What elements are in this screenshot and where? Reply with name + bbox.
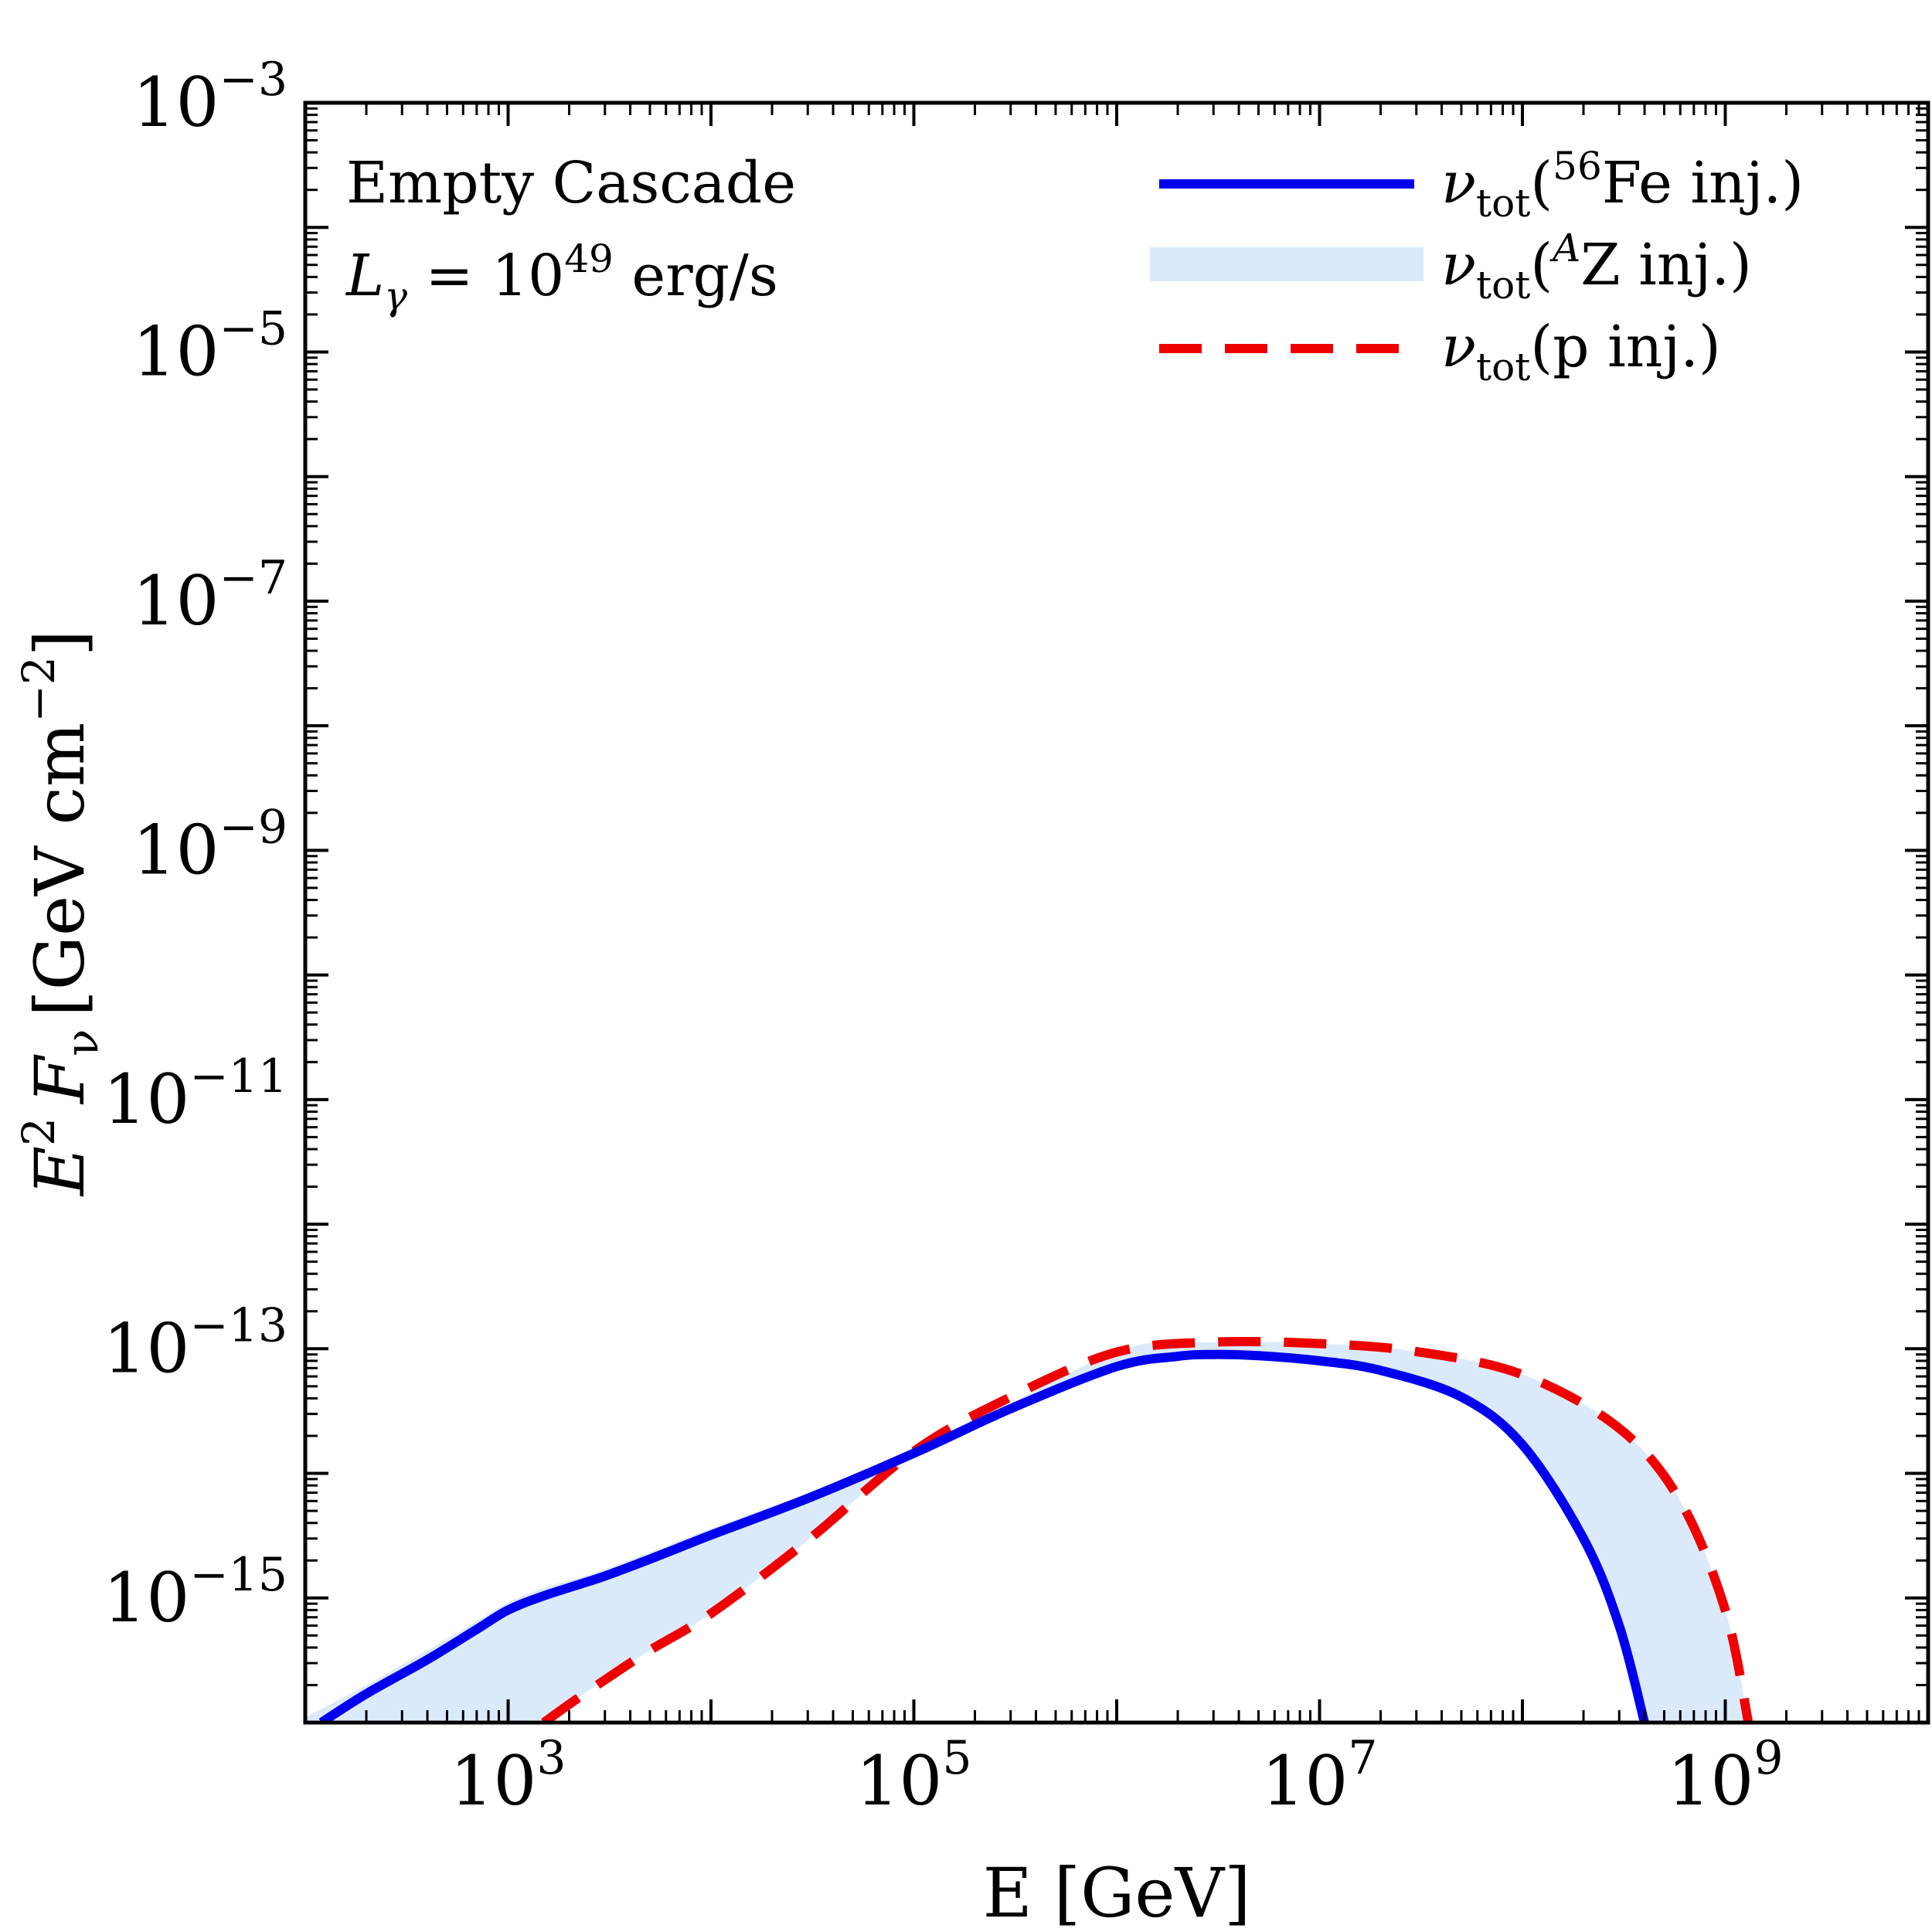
y-tick-label: 10−9 xyxy=(133,800,287,889)
x-axis-label: E [GeV] xyxy=(983,1853,1251,1932)
legend-label-fe: νtot(56Fe inj.) xyxy=(1441,144,1804,226)
lum-exp: 49 xyxy=(564,236,614,281)
az-injection-band xyxy=(305,1341,1749,1723)
p-injection-dashed-line xyxy=(541,1336,1753,1723)
lum-symbol: L xyxy=(345,243,384,309)
y-label-unit-end: ] xyxy=(20,630,100,656)
y-tick-label: 10−3 xyxy=(133,53,287,142)
y-tick-label: 10−13 xyxy=(103,1298,287,1388)
y-label-unit-sup: −2 xyxy=(12,656,65,723)
y-tick-label: 10−15 xyxy=(103,1548,287,1638)
lum-sub: γ xyxy=(384,274,407,318)
y-tick-label: 10−7 xyxy=(133,551,287,641)
line-layer xyxy=(318,1336,1753,1723)
legend-swatch-az xyxy=(1150,247,1423,281)
band-layer xyxy=(305,1341,1749,1723)
y-tick-label: 10−5 xyxy=(133,301,287,391)
y-label-sub: ν xyxy=(56,1029,108,1056)
annotation-title: Empty Cascade xyxy=(346,150,796,216)
y-label-f: F xyxy=(20,1054,100,1105)
x-tick-label: 103 xyxy=(450,1731,566,1821)
y-tick-label: 10−11 xyxy=(103,1049,287,1139)
x-tick-label: 105 xyxy=(855,1731,971,1821)
lum-eq: = 10 xyxy=(407,243,564,309)
lum-unit: erg/s xyxy=(614,243,778,309)
legend-label-az: νtot(AZ inj.) xyxy=(1441,226,1752,308)
x-tick-label: 109 xyxy=(1667,1731,1783,1821)
x-tick-label: 107 xyxy=(1261,1731,1377,1821)
y-label-sup: 2 xyxy=(12,1117,65,1146)
legend-label-p: νtot(p inj.) xyxy=(1441,314,1721,389)
fe-injection-solid-line xyxy=(318,1349,1649,1723)
y-axis-label: E2 Fν [GeV cm−2] xyxy=(12,630,108,1197)
y-label-unit: [GeV cm xyxy=(20,723,100,1017)
annotation-luminosity: Lγ = 1049 erg/s xyxy=(345,236,778,318)
plot-frame xyxy=(303,100,1930,1725)
y-label-e: E xyxy=(20,1146,100,1197)
legend: νtot(56Fe inj.) νtot(AZ inj.) νtot(p inj… xyxy=(1150,144,1804,389)
tick-labels: 103 105 107 109 10−3 10−5 10−7 10−9 10−11 10−13 10… xyxy=(103,53,1783,1821)
